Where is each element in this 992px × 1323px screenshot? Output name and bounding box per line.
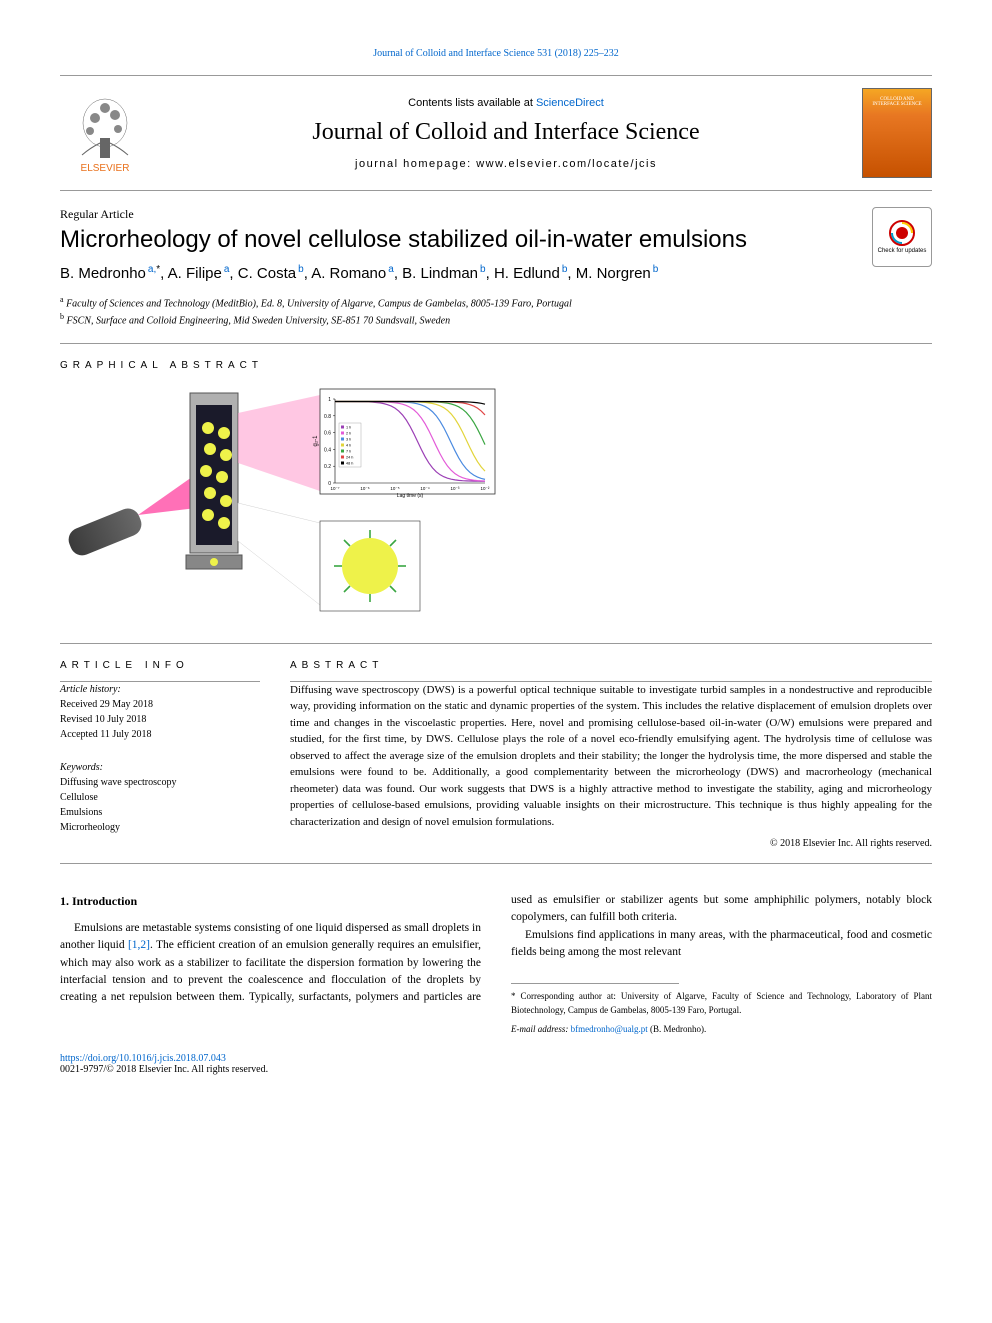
keyword-item: Microrheology xyxy=(60,820,260,835)
email-footnote: E-mail address: bfmedronho@ualg.pt (B. M… xyxy=(511,1023,932,1037)
history-received: Received 29 May 2018 xyxy=(60,697,260,712)
elsevier-logo: ELSEVIER xyxy=(60,93,150,174)
svg-text:10⁻⁵: 10⁻⁵ xyxy=(390,486,399,491)
svg-text:48 h: 48 h xyxy=(346,461,353,465)
svg-text:1: 1 xyxy=(328,397,331,403)
intro-heading: 1. Introduction xyxy=(60,892,481,910)
svg-text:2 h: 2 h xyxy=(346,431,351,435)
elsevier-label: ELSEVIER xyxy=(81,163,130,174)
intro-section: 1. Introduction Emulsions are metastable… xyxy=(60,892,932,1037)
journal-title: Journal of Colloid and Interface Science xyxy=(150,119,862,146)
svg-text:10⁻³: 10⁻³ xyxy=(451,486,460,491)
title-row: Regular Article Microrheology of novel c… xyxy=(60,207,932,294)
intro-paragraph-2: Emulsions find applications in many area… xyxy=(511,927,932,962)
article-type: Regular Article xyxy=(60,207,860,222)
doi-line: https://doi.org/10.1016/j.jcis.2018.07.0… xyxy=(60,1053,932,1064)
journal-homepage: journal homepage: www.elsevier.com/locat… xyxy=(150,158,862,170)
journal-header: ELSEVIER Contents lists available at Sci… xyxy=(60,75,932,191)
svg-text:Lag time (s): Lag time (s) xyxy=(397,493,424,499)
homepage-prefix: journal homepage: xyxy=(355,158,476,170)
article-history: Article history: Received 29 May 2018 Re… xyxy=(60,682,260,742)
keywords-block: Keywords: Diffusing wave spectroscopyCel… xyxy=(60,760,260,835)
svg-text:4 h: 4 h xyxy=(346,443,351,447)
doi-link[interactable]: https://doi.org/10.1016/j.jcis.2018.07.0… xyxy=(60,1053,226,1064)
divider xyxy=(60,643,932,644)
affiliation-b: b FSCN, Surface and Colloid Engineering,… xyxy=(60,311,932,328)
issn-line: 0021-9797/© 2018 Elsevier Inc. All right… xyxy=(60,1064,932,1075)
contents-prefix: Contents lists available at xyxy=(408,97,536,109)
keyword-item: Diffusing wave spectroscopy xyxy=(60,775,260,790)
email-label: E-mail address: xyxy=(511,1024,571,1034)
svg-text:24 h: 24 h xyxy=(346,455,353,459)
article-title: Microrheology of novel cellulose stabili… xyxy=(60,226,860,254)
abstract-text: Diffusing wave spectroscopy (DWS) is a p… xyxy=(290,682,932,831)
top-citation-link[interactable]: Journal of Colloid and Interface Science… xyxy=(60,48,932,59)
elsevier-tree-icon xyxy=(70,93,140,163)
svg-text:g₂-1: g₂-1 xyxy=(313,435,319,447)
footnote-separator xyxy=(511,983,679,984)
svg-text:10⁻⁴: 10⁻⁴ xyxy=(420,486,429,491)
homepage-url[interactable]: www.elsevier.com/locate/jcis xyxy=(476,158,657,170)
affiliation-a: a Faculty of Sciences and Technology (Me… xyxy=(60,294,932,311)
header-center: Contents lists available at ScienceDirec… xyxy=(150,97,862,170)
article-info-label: article info xyxy=(60,660,260,671)
divider xyxy=(60,343,932,344)
svg-text:10⁻⁶: 10⁻⁶ xyxy=(360,486,369,491)
history-label: Article history: xyxy=(60,682,260,697)
svg-text:0.6: 0.6 xyxy=(324,430,331,436)
keyword-item: Emulsions xyxy=(60,805,260,820)
svg-text:10⁻⁷: 10⁻⁷ xyxy=(330,486,339,491)
graphical-abstract-svg: 00.20.40.60.8110⁻⁷10⁻⁶10⁻⁵10⁻⁴10⁻³10⁻²La… xyxy=(60,383,500,623)
svg-text:7 h: 7 h xyxy=(346,449,351,453)
affiliations: a Faculty of Sciences and Technology (Me… xyxy=(60,294,932,329)
svg-text:0.8: 0.8 xyxy=(324,413,331,419)
keyword-item: Cellulose xyxy=(60,790,260,805)
email-name: (B. Medronho). xyxy=(648,1024,707,1034)
check-updates-label: Check for updates xyxy=(878,248,927,254)
svg-text:10⁻²: 10⁻² xyxy=(481,486,490,491)
crossmark-icon xyxy=(889,220,915,246)
abstract-copyright: © 2018 Elsevier Inc. All rights reserved… xyxy=(290,838,932,849)
graphical-abstract: 00.20.40.60.8110⁻⁷10⁻⁶10⁻⁵10⁻⁴10⁻³10⁻²La… xyxy=(60,383,500,623)
corresponding-author-footnote: * Corresponding author at: University of… xyxy=(511,990,932,1017)
ref-link-1-2[interactable]: [1,2] xyxy=(128,939,150,951)
abstract-label: abstract xyxy=(290,660,932,671)
history-revised: Revised 10 July 2018 xyxy=(60,712,260,727)
page-container: Journal of Colloid and Interface Science… xyxy=(0,0,992,1105)
divider xyxy=(60,863,932,864)
keywords-label: Keywords: xyxy=(60,760,260,775)
author-list: B. Medronho a,*, A. Filipe a, C. Costa b… xyxy=(60,264,860,282)
check-updates-badge[interactable]: Check for updates xyxy=(872,207,932,267)
journal-cover-label: COLLOID AND INTERFACE SCIENCE xyxy=(867,97,927,107)
svg-text:3 h: 3 h xyxy=(346,437,351,441)
info-abstract-row: article info Article history: Received 2… xyxy=(60,660,932,850)
top-citation-text[interactable]: Journal of Colloid and Interface Science… xyxy=(373,48,619,59)
article-info-column: article info Article history: Received 2… xyxy=(60,660,260,850)
email-link[interactable]: bfmedronho@ualg.pt xyxy=(571,1024,648,1034)
abstract-column: abstract Diffusing wave spectroscopy (DW… xyxy=(290,660,932,850)
journal-cover-thumbnail: COLLOID AND INTERFACE SCIENCE xyxy=(862,88,932,178)
contents-line: Contents lists available at ScienceDirec… xyxy=(150,97,862,109)
svg-text:0.2: 0.2 xyxy=(324,464,331,470)
sciencedirect-link[interactable]: ScienceDirect xyxy=(536,97,604,109)
history-accepted: Accepted 11 July 2018 xyxy=(60,727,260,742)
graphical-abstract-label: graphical abstract xyxy=(60,360,932,371)
svg-text:0.4: 0.4 xyxy=(324,447,331,453)
svg-text:1 h: 1 h xyxy=(346,425,351,429)
